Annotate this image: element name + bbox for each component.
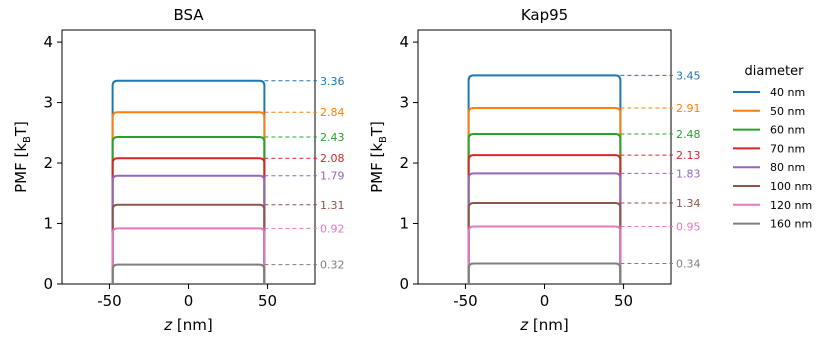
x-tick-label: -50 — [453, 292, 478, 310]
chart-title: BSA — [173, 6, 204, 24]
series-line — [111, 111, 266, 284]
x-axis-label: z [nm] — [163, 316, 212, 334]
y-tick-label: 2 — [43, 154, 53, 172]
value-label: 3.36 — [320, 75, 345, 88]
value-label: 2.48 — [676, 128, 701, 141]
value-label: 0.32 — [320, 259, 345, 272]
y-axis-label: PMF [kBT] — [12, 121, 33, 193]
series-line — [467, 133, 622, 284]
series-line — [467, 74, 622, 284]
series-line — [111, 227, 266, 284]
value-label: 0.92 — [320, 222, 345, 235]
x-tick-label: 50 — [258, 292, 277, 310]
series-line — [111, 174, 266, 284]
axes-frame — [61, 29, 316, 285]
legend-label: 70 nm — [770, 142, 805, 155]
y-tick-label: 0 — [399, 275, 409, 293]
series-line — [111, 157, 266, 284]
legend-label: 120 nm — [770, 199, 812, 212]
series-line — [467, 201, 622, 284]
y-tick-label: 1 — [43, 215, 53, 233]
value-label: 1.83 — [676, 167, 701, 180]
y-tick-label: 3 — [43, 94, 53, 112]
y-tick-label: 2 — [399, 154, 409, 172]
legend: diameter 40 nm 50 nm 60 nm 70 nm 80 nm 100 nm 1… — [733, 64, 812, 231]
x-axis-label: z [nm] — [519, 316, 568, 334]
chart-title: Kap95 — [521, 6, 568, 24]
series-line — [111, 136, 266, 284]
legend-label: 80 nm — [770, 161, 805, 174]
panel-kap95: Kap95 -50 0 50 0 1 2 3 4 z [nm] PMF [kBT] 3.45 2.91 2… — [368, 6, 701, 334]
value-label: 2.08 — [320, 152, 345, 165]
value-label: 3.45 — [676, 69, 701, 82]
value-label: 2.13 — [676, 149, 701, 162]
value-label: 1.31 — [320, 199, 345, 212]
y-tick-label: 3 — [399, 94, 409, 112]
series-line — [111, 263, 266, 284]
series-line — [111, 203, 266, 284]
x-tick-label: 50 — [614, 292, 633, 310]
legend-label: 60 nm — [770, 124, 805, 137]
value-label: 1.79 — [320, 170, 345, 183]
series-line — [467, 107, 622, 284]
legend-label: 40 nm — [770, 86, 805, 99]
y-tick-label: 4 — [43, 33, 53, 51]
x-tick-label: -50 — [97, 292, 122, 310]
value-label: 2.84 — [320, 106, 345, 119]
y-tick-label: 1 — [399, 215, 409, 233]
y-tick-label: 0 — [43, 275, 53, 293]
y-tick-label: 4 — [399, 33, 409, 51]
series-line — [467, 154, 622, 284]
series-line — [111, 79, 266, 284]
axes-frame — [417, 29, 672, 285]
legend-label: 100 nm — [770, 180, 812, 193]
panel-bsa: BSA -50 0 50 0 1 2 3 4 z [nm] PMF [kBT] 3.36 2.84 2.4… — [12, 6, 345, 334]
x-tick-label: 0 — [184, 292, 194, 310]
value-label: 0.95 — [676, 221, 701, 234]
series-line — [467, 262, 622, 284]
legend-title: diameter — [745, 64, 805, 79]
value-label: 2.91 — [676, 102, 701, 115]
y-axis-label: PMF [kBT] — [368, 121, 389, 193]
series-line — [467, 225, 622, 284]
x-tick-label: 0 — [540, 292, 550, 310]
value-label: 0.34 — [676, 257, 701, 270]
series-line — [467, 172, 622, 284]
value-label: 1.34 — [676, 197, 701, 210]
legend-label: 50 nm — [770, 105, 805, 118]
value-label: 2.43 — [320, 131, 345, 144]
legend-label: 160 nm — [770, 218, 812, 231]
